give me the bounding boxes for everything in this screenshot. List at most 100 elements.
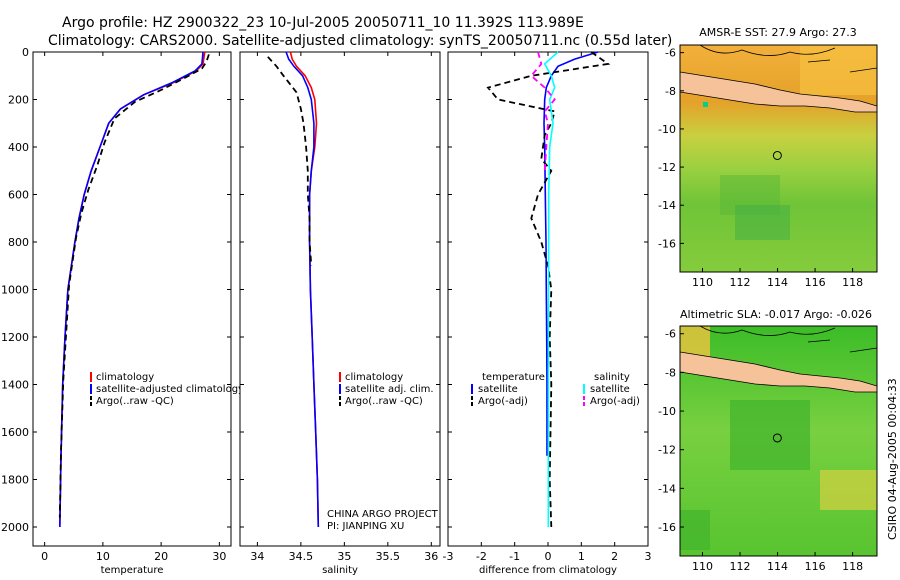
x-tick-label: 2 — [611, 550, 618, 563]
x-tick-label: 114 — [767, 276, 788, 289]
x-tick-label: -1 — [509, 550, 520, 563]
legend-label: climatology — [96, 372, 154, 383]
x-tick-label: -3 — [443, 550, 454, 563]
sst-map-coastline — [699, 45, 877, 73]
sst-map-title: AMSR-E SST: 27.9 Argo: 27.3 — [699, 26, 857, 39]
x-tick-label: 118 — [842, 276, 863, 289]
y-tick-label: -6 — [665, 47, 676, 60]
x-axis-label: temperature — [101, 565, 164, 576]
y-tick-label: -10 — [658, 123, 676, 136]
legend-label: Argo(-adj) — [478, 396, 528, 407]
y-tick-label: 1000 — [1, 284, 29, 297]
legend-label: climatology — [345, 372, 403, 383]
y-tick-label: -10 — [658, 405, 676, 418]
y-tick-label: -8 — [665, 85, 676, 98]
sla-map-frame — [679, 325, 878, 557]
profile-panel-2: 34 34.5 35 35.5 36 salinity climatologysatelli… — [239, 51, 441, 576]
title-line-1: Argo profile: HZ 2900322_23 10-Jul-2005 … — [62, 15, 584, 31]
y-tick-label: -16 — [658, 521, 676, 534]
legend-label: Argo(..raw -QC) — [96, 396, 174, 407]
legend-label: satellite — [590, 384, 630, 395]
y-tick-label: 1200 — [1, 331, 29, 344]
y-tick-label: -16 — [658, 237, 676, 250]
series-line — [530, 51, 556, 171]
x-tick-label: 35.5 — [376, 550, 401, 563]
series-line — [543, 51, 559, 527]
sla-map-coastline — [699, 326, 877, 353]
sst-map-frame — [679, 44, 878, 273]
y-tick-label: 800 — [8, 236, 29, 249]
x-tick-label: 36 — [424, 550, 438, 563]
series-line — [285, 51, 320, 528]
x-axis-label: salinity — [322, 565, 358, 576]
y-tick-label: -6 — [665, 328, 676, 341]
y-tick-label: 0 — [22, 46, 29, 59]
x-tick-label: 20 — [154, 550, 168, 563]
series-line — [543, 51, 599, 456]
legend-label: temperature — [482, 372, 545, 383]
series-line — [486, 51, 611, 528]
profile-panel-1: 0 200 400 600 800 1000 1200 1400 1600 1800 2000 0 10… — [1, 46, 244, 576]
x-tick-label: 118 — [842, 560, 863, 573]
map-axes-2: 110 112 114 116 118 -6 -8 -10 -12 -14 -16 — [658, 328, 863, 573]
y-tick-label: -14 — [658, 482, 676, 495]
y-tick-label: 600 — [8, 189, 29, 202]
x-tick-label: 116 — [805, 560, 826, 573]
sst-map-cool-patch — [735, 205, 790, 240]
x-tick-label: 10 — [96, 550, 110, 563]
legend-label: Argo(..raw -QC) — [345, 396, 423, 407]
title-line-2: Climatology: CARS2000. Satellite-adjuste… — [48, 33, 672, 49]
legend-label: salinity — [594, 372, 630, 383]
y-tick-label: 2000 — [1, 521, 29, 534]
x-tick-label: 1 — [578, 550, 585, 563]
argo-position-marker — [772, 433, 782, 443]
x-tick-label: 110 — [692, 560, 713, 573]
x-tick-label: 34 — [250, 550, 264, 563]
x-tick-label: 0 — [545, 550, 552, 563]
x-tick-label: 112 — [730, 560, 751, 573]
x-tick-label: 34.5 — [289, 550, 314, 563]
x-tick-label: 110 — [692, 276, 713, 289]
legend-label: satellite-adjusted climatology — [96, 384, 244, 395]
x-tick-label: 114 — [767, 560, 788, 573]
y-tick-label: 1600 — [1, 426, 29, 439]
argo-position-marker — [772, 150, 782, 160]
sla-map-anomaly-patch — [820, 470, 877, 510]
y-tick-label: 200 — [8, 94, 29, 107]
map-axes-1: 110 112 114 116 118 -6 -8 -10 -12 -14 -16 — [658, 47, 863, 289]
sla-map-land — [680, 351, 877, 393]
sst-map-land — [680, 71, 877, 113]
y-tick-label: -12 — [658, 161, 676, 174]
x-axis-label: difference from climatology — [479, 565, 617, 576]
sst-map-marker — [703, 102, 708, 107]
x-tick-label: 3 — [645, 550, 652, 563]
sla-map-anomaly-patch — [680, 510, 710, 550]
sla-map: Altimetric SLA: -0.017 Argo: -0.026 — [679, 308, 878, 557]
y-tick-label: -14 — [658, 199, 676, 212]
sst-map: AMSR-E SST: 27.9 Argo: 27.3 — [679, 26, 878, 273]
plot-frame — [239, 51, 441, 547]
legend-label: satellite adj. clim. — [345, 384, 434, 395]
y-tick-label: -8 — [665, 366, 676, 379]
annotation-text: CHINA ARGO PROJECT — [327, 509, 439, 520]
x-tick-label: 116 — [805, 276, 826, 289]
credit-label: CSIRO 04-Aug-2005 00:04:33 — [886, 378, 899, 540]
annotation-text: PI: JIANPING XU — [327, 521, 404, 532]
x-tick-label: 112 — [730, 276, 751, 289]
y-tick-label: -12 — [658, 444, 676, 457]
y-tick-label: 400 — [8, 141, 29, 154]
x-tick-label: 0 — [41, 550, 48, 563]
y-tick-label: 1400 — [1, 379, 29, 392]
sla-map-title: Altimetric SLA: -0.017 Argo: -0.026 — [680, 308, 872, 321]
profile-panel-3: -3 -2 -1 0 1 2 3 difference from climatology tem… — [443, 51, 652, 576]
x-tick-label: 35 — [337, 550, 351, 563]
x-tick-label: -2 — [476, 550, 487, 563]
series-line — [58, 54, 210, 518]
legend-label: Argo(-adj) — [590, 396, 640, 407]
x-tick-label: 30 — [212, 550, 226, 563]
sla-map-anomaly-patch — [730, 400, 810, 470]
y-tick-label: 1800 — [1, 474, 29, 487]
legend-label: satellite — [478, 384, 518, 395]
series-line — [267, 56, 313, 266]
